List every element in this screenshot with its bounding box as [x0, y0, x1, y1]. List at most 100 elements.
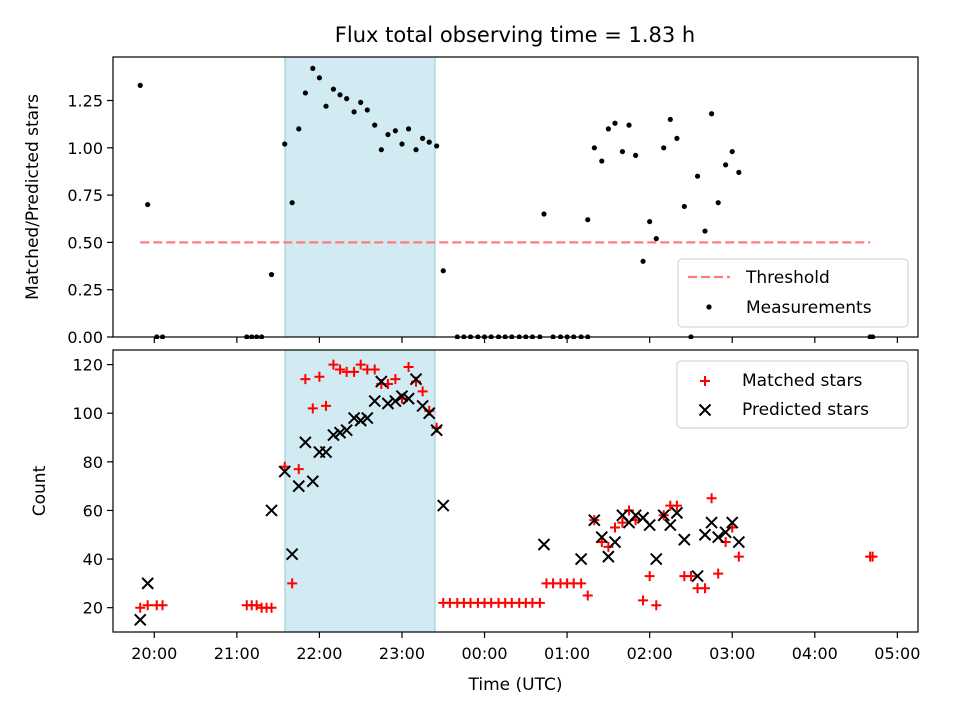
- chart-title: Flux total observing time = 1.83 h: [335, 23, 695, 47]
- predicted-stars-point: [719, 526, 732, 539]
- legend-threshold-label: Threshold: [745, 268, 830, 288]
- measurement-point: [633, 152, 639, 158]
- predicted-stars-point: [643, 518, 656, 532]
- predicted-stars-point: [327, 428, 340, 442]
- x-tick-label: 21:00: [214, 644, 260, 663]
- measurement-point: [591, 145, 597, 151]
- predicted-stars-point: [340, 424, 353, 437]
- y-tick-label: 80: [83, 453, 103, 472]
- matched-stars-point: [135, 602, 146, 613]
- measurement-point: [316, 75, 323, 81]
- measurement-point: [619, 148, 626, 155]
- measurement-point: [358, 99, 364, 106]
- legend-box: [677, 258, 909, 328]
- observing-window-span: [284, 56, 436, 338]
- measurement-point: [420, 135, 426, 141]
- matched-stars-point: [287, 578, 298, 589]
- matched-stars-point: [651, 600, 662, 611]
- observing-window-span: [284, 349, 436, 633]
- predicted-stars-point: [657, 509, 670, 522]
- legend-box: [676, 360, 909, 429]
- measurement-point: [640, 258, 646, 264]
- matched-stars-point: [390, 374, 401, 385]
- measurement-point: [708, 111, 715, 117]
- y-tick-label: 1.00: [67, 139, 103, 158]
- y-tick-label: 100: [72, 404, 103, 423]
- matched-stars-point: [727, 522, 738, 533]
- y-tick-label: 60: [83, 501, 103, 520]
- predicted-stars-point: [698, 528, 712, 541]
- predicted-stars-point: [389, 394, 402, 408]
- measurement-point: [661, 145, 667, 151]
- matched-stars-point: [699, 583, 710, 594]
- predicted-stars-point: [537, 538, 551, 551]
- predicted-stars-point: [430, 424, 443, 437]
- measurement-point: [337, 92, 343, 98]
- predicted-stars-point: [299, 436, 312, 449]
- matched-stars-point: [638, 595, 649, 606]
- measurement-point: [145, 201, 151, 208]
- y-tick-label: 0.00: [67, 328, 103, 347]
- x-tick-label: 05:00: [874, 644, 920, 663]
- legend-matched-label: Matched stars: [742, 371, 862, 391]
- matched-stars-point: [617, 517, 628, 528]
- predicted-stars-point: [354, 414, 367, 427]
- measurement-point: [351, 109, 357, 115]
- matched-stars-point: [349, 366, 360, 377]
- measurement-point: [137, 82, 143, 88]
- y-tick-label: 20: [83, 599, 103, 618]
- measurement-point: [723, 162, 729, 168]
- legend: Threshold Measurements: [677, 258, 909, 328]
- measurement-point: [399, 141, 405, 147]
- matched-stars-point: [279, 461, 290, 472]
- x-tick-label: 03:00: [709, 644, 755, 663]
- predicted-stars-point: [732, 535, 746, 549]
- matched-stars-point: [867, 551, 878, 562]
- x-tick-label: 00:00: [461, 644, 507, 663]
- x-axis-label: Time (UTC): [468, 675, 563, 695]
- predicted-stars-point: [319, 445, 333, 459]
- predicted-stars-point: [402, 392, 415, 405]
- matched-stars-point: [713, 568, 724, 579]
- predicted-stars-point: [602, 550, 615, 563]
- matched-stars-point: [293, 464, 304, 475]
- predicted-stars-point: [670, 506, 684, 520]
- matched-stars-point: [609, 522, 620, 533]
- matched-stars-point: [314, 371, 325, 382]
- measurement-point: [715, 200, 721, 206]
- predicted-stars-point: [595, 530, 608, 544]
- predicted-stars-point: [608, 535, 622, 549]
- predicted-stars-point: [574, 552, 588, 566]
- measurement-point: [426, 139, 432, 145]
- measurement-point: [405, 126, 412, 132]
- predicted-stars-point: [381, 397, 395, 410]
- markers-group: [134, 359, 878, 627]
- matched-stars-point: [266, 602, 277, 613]
- y-tick-label: 40: [83, 550, 103, 569]
- measurement-point: [674, 135, 680, 141]
- measurement-point: [626, 122, 632, 128]
- y-tick-label: 0.50: [67, 233, 103, 252]
- predicted-stars-point: [678, 533, 691, 546]
- predicted-stars-point: [705, 516, 718, 529]
- measurement-point: [599, 158, 605, 164]
- predicted-stars-point: [361, 411, 374, 425]
- legend: Matched stars Predicted stars: [676, 360, 909, 429]
- bottom-panel: 20 40 60 80 100 120 20:00 21:00 22:00 23:00 00:00 0…: [30, 349, 920, 695]
- x-tick-label: 22:00: [296, 644, 342, 663]
- predicted-stars-point: [726, 516, 739, 529]
- measurement-point: [344, 96, 350, 102]
- predicted-stars-point: [395, 389, 409, 403]
- matched-stars-point: [596, 537, 607, 548]
- top-panel: 0.00 0.25 0.50 0.75 1.00 1.25 Matched/Predicte…: [23, 56, 919, 347]
- matched-stars-point: [142, 600, 153, 611]
- measurement-point: [268, 271, 275, 278]
- predicted-stars-point: [278, 465, 291, 478]
- measurement-point: [681, 203, 687, 210]
- measurement-point: [612, 120, 618, 126]
- matched-stars-point: [369, 364, 380, 375]
- measurement-point: [729, 148, 735, 155]
- measurement-point: [605, 126, 611, 132]
- measurement-point: [585, 217, 591, 223]
- axes-frame: [112, 349, 919, 633]
